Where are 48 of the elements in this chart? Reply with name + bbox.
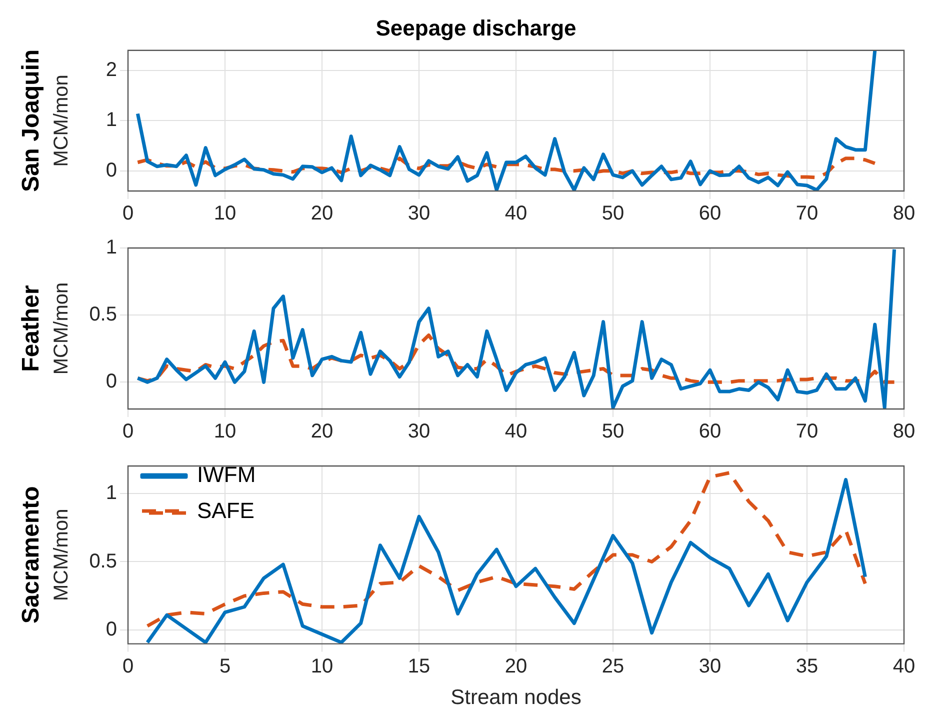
x-tick-label: 35	[796, 655, 818, 678]
chart-title: Seepage discharge	[376, 15, 576, 40]
x-tick-label: 80	[892, 202, 916, 225]
y-tick-label: 0	[106, 618, 117, 641]
y-tick-label: 1	[106, 109, 117, 132]
x-tick-label: 20	[310, 202, 334, 225]
y-axis-title: MCM/mon	[50, 508, 73, 602]
line-series	[136, 156, 877, 180]
x-tick-label: 20	[310, 420, 334, 443]
y-tick-label: 2	[106, 59, 117, 81]
x-tick-label: 70	[796, 420, 818, 443]
x-tick-label: 40	[892, 655, 916, 678]
x-tick-label: 0	[122, 202, 134, 225]
y-tick-label: 1	[106, 482, 117, 504]
y-axis-title: MCM/mon	[50, 282, 73, 375]
x-tick-label: 0	[122, 420, 134, 443]
x-tick-label: 50	[602, 202, 624, 225]
x-tick-label: 20	[504, 655, 528, 678]
y-tick-label: 1	[106, 236, 117, 259]
y-tick-label: 0	[106, 370, 117, 393]
x-tick-label: 50	[602, 420, 624, 443]
x-axis-title: Stream nodes	[450, 686, 582, 710]
x-tick-label: 40	[504, 420, 528, 443]
line-series	[136, 333, 896, 384]
x-tick-label: 25	[602, 655, 624, 678]
y-tick-label: 0.5	[89, 304, 117, 326]
x-tick-label: 40	[504, 202, 528, 225]
x-tick-label: 80	[892, 420, 916, 443]
y-tick-label: 0	[106, 159, 117, 182]
x-tick-label: 60	[698, 420, 722, 443]
legend-label: SAFE	[197, 498, 254, 524]
x-tick-label: 15	[408, 655, 430, 678]
x-tick-label: 10	[214, 202, 236, 225]
y-axis-title: MCM/mon	[50, 74, 73, 167]
legend-label: IWFM	[197, 462, 256, 488]
x-tick-label: 30	[698, 655, 722, 678]
text: Feather	[18, 285, 45, 372]
x-tick-label: 0	[122, 655, 134, 678]
x-tick-label: 10	[310, 655, 334, 678]
text: San Joaquin	[18, 49, 45, 192]
x-tick-label: 30	[408, 420, 430, 443]
y-tick-label: 0.5	[89, 550, 117, 572]
x-tick-label: 10	[214, 420, 236, 443]
text: Sacramento	[18, 486, 45, 624]
x-tick-label: 70	[796, 202, 818, 225]
x-tick-label: 30	[408, 202, 430, 225]
x-tick-label: 60	[698, 202, 722, 225]
x-tick-label: 5	[219, 655, 231, 678]
